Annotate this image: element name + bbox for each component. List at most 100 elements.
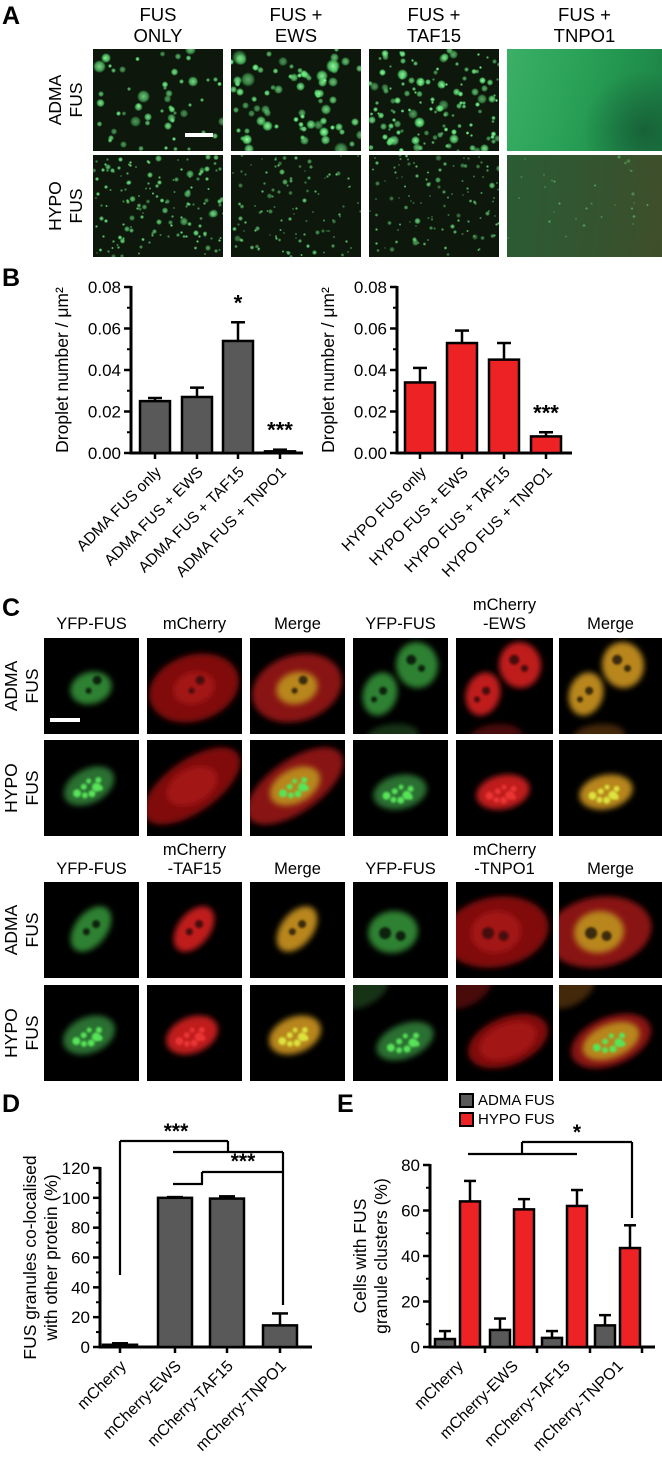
- micrograph-adma-fus-taf15: [369, 49, 499, 151]
- svg-text:80: 80: [71, 1219, 90, 1238]
- svg-text:mCherry-TNPO1: mCherry-TNPO1: [193, 1358, 290, 1455]
- cell-image-hypo-tnpo1-mch: [456, 985, 553, 1081]
- panel-e-label: E: [337, 1090, 354, 1118]
- chart-droplet-number: 0.00 0.02 0.04 0.06 0.08 Droplet number / μm²…: [52, 278, 572, 581]
- cell-image-hypo-taf15-mch: [147, 985, 242, 1081]
- svg-text:40: 40: [401, 1247, 420, 1266]
- micrograph-adma-fus-tnpo1: [507, 49, 662, 151]
- svg-text:40: 40: [71, 1278, 90, 1297]
- chart-colocalisation-and-clusters: 0 20 40 60 80 100 120 FUS granules co-localised…: [20, 1092, 655, 1455]
- micrograph-adma-fus-ews: [231, 49, 361, 151]
- svg-text:80: 80: [401, 1156, 420, 1175]
- svg-text:0.06: 0.06: [88, 320, 121, 339]
- panel-c-row1-label-adma-fus: ADMA FUS: [1, 660, 42, 712]
- panel-c-header-mcherry-ews: mCherry -EWS: [472, 596, 537, 633]
- panel-c-header-mcherry: mCherry: [162, 615, 227, 633]
- panel-c-header-merge: Merge: [587, 615, 634, 633]
- svg-text:mCherry: mCherry: [411, 1358, 466, 1413]
- cell-image-hypo-tnpo1-yfp: [353, 985, 448, 1081]
- cell-image-adma-ews-yfp: [353, 638, 448, 734]
- cell-image-adma-tnpo1-yfp: [353, 882, 448, 978]
- svg-text:0.02: 0.02: [88, 403, 121, 422]
- svg-text:HYPO FUS: HYPO FUS: [478, 1111, 555, 1128]
- panel-c-header-merge: Merge: [274, 615, 321, 633]
- micrograph-adma-fus-only: [93, 49, 223, 151]
- panel-a-row-label-hypo-fus: HYPO FUS: [45, 181, 86, 231]
- svg-text:***: ***: [533, 400, 559, 425]
- cell-image-hypo-taf15-yfp: [44, 985, 139, 1081]
- svg-text:0.04: 0.04: [354, 361, 387, 380]
- panel-b-label: B: [2, 264, 21, 292]
- panel-c-row4-label-hypo-fus: HYPO FUS: [1, 1008, 42, 1058]
- panel-c-header-yfp-fus: YFP-FUS: [56, 615, 127, 633]
- panel-a-row-label-adma-fus: ADMA FUS: [45, 74, 86, 126]
- svg-text:FUS granules co-localised: FUS granules co-localised: [20, 1155, 40, 1359]
- cell-image-hypo-ews-mrg: [559, 740, 662, 836]
- cell-image-adma-ctrl-mrg: [250, 638, 345, 734]
- panel-c-header-yfp-fus: YFP-FUS: [365, 615, 436, 633]
- scale-bar: [185, 133, 213, 137]
- panel-c-header-merge: Merge: [274, 860, 321, 878]
- cell-image-hypo-ctrl-mrg: [250, 740, 345, 836]
- cell-image-adma-taf15-mrg: [250, 882, 345, 978]
- svg-text:0.08: 0.08: [354, 278, 387, 297]
- micrograph-hypo-fus-taf15: [369, 155, 499, 257]
- cell-image-adma-tnpo1-mch: [456, 882, 553, 978]
- panel-c-header-mcherry-tnpo1: mCherry -TNPO1: [472, 841, 537, 878]
- svg-text:granule clusters (%): granule clusters (%): [371, 1178, 391, 1334]
- panel-c-header-yfp-fus: YFP-FUS: [56, 860, 127, 878]
- svg-text:0.08: 0.08: [88, 278, 121, 297]
- svg-text:Cells with FUS: Cells with FUS: [350, 1199, 370, 1314]
- cell-image-adma-ews-mch: [456, 638, 553, 734]
- panel-a-header-fus-tnpo1: FUS + TNPO1: [553, 4, 616, 46]
- svg-text:ADMA FUS: ADMA FUS: [478, 1092, 555, 1109]
- panel-a-header-fus-only: FUS ONLY: [133, 4, 183, 46]
- svg-text:0.00: 0.00: [88, 444, 121, 463]
- svg-text:***: ***: [164, 1120, 189, 1143]
- micrograph-hypo-fus-only: [93, 155, 223, 257]
- svg-text:60: 60: [401, 1202, 420, 1221]
- cell-image-hypo-ews-yfp: [353, 740, 448, 836]
- svg-text:100: 100: [62, 1189, 90, 1208]
- micrograph-hypo-fus-tnpo1: [507, 155, 662, 257]
- panel-d-label: D: [2, 1090, 21, 1118]
- panel-c-header-merge: Merge: [587, 860, 634, 878]
- panel-a-label: A: [2, 2, 21, 30]
- panel-c-row2-label-hypo-fus: HYPO FUS: [1, 763, 42, 813]
- cell-image-adma-ctrl-mch: [147, 638, 242, 734]
- panel-c-row3-label-adma-fus: ADMA FUS: [1, 904, 42, 956]
- svg-text:with other protein (%): with other protein (%): [41, 1174, 61, 1341]
- cell-image-adma-taf15-yfp: [44, 882, 139, 978]
- svg-text:120: 120: [62, 1159, 90, 1178]
- panel-a-header-fus-ews: FUS + EWS: [269, 4, 323, 46]
- cell-image-hypo-ctrl-yfp: [44, 740, 139, 836]
- cell-image-adma-taf15-mch: [147, 882, 242, 978]
- svg-text:20: 20: [401, 1293, 420, 1312]
- svg-text:0.04: 0.04: [88, 361, 121, 380]
- svg-text:Droplet number / μm²: Droplet number / μm²: [318, 287, 338, 453]
- svg-text:*: *: [234, 290, 243, 315]
- svg-text:***: ***: [231, 1150, 256, 1173]
- svg-text:mCherry: mCherry: [74, 1358, 129, 1413]
- svg-text:0.06: 0.06: [354, 320, 387, 339]
- cell-image-hypo-tnpo1-mrg: [559, 985, 662, 1081]
- svg-text:0.02: 0.02: [354, 403, 387, 422]
- panel-c-header-yfp-fus: YFP-FUS: [365, 860, 436, 878]
- micrograph-hypo-fus-ews: [231, 155, 361, 257]
- svg-text:0: 0: [411, 1338, 420, 1357]
- svg-text:***: ***: [267, 418, 293, 443]
- svg-text:0.00: 0.00: [354, 444, 387, 463]
- cell-image-hypo-taf15-mrg: [250, 985, 345, 1081]
- svg-text:mCherry-TNPO1: mCherry-TNPO1: [530, 1358, 627, 1455]
- svg-text:Droplet number / μm²: Droplet number / μm²: [52, 287, 72, 453]
- panel-a-header-fus-taf15: FUS + TAF15: [406, 4, 462, 46]
- cell-image-adma-ews-mrg: [559, 638, 662, 734]
- panel-c-header-mcherry-taf15: mCherry -TAF15: [162, 841, 227, 878]
- cell-image-hypo-ews-mch: [456, 740, 553, 836]
- cell-image-hypo-ctrl-mch: [147, 740, 242, 836]
- svg-text:20: 20: [71, 1308, 90, 1327]
- svg-text:60: 60: [71, 1249, 90, 1268]
- cell-image-adma-ctrl-yfp: [44, 638, 139, 734]
- svg-text:*: *: [573, 1121, 582, 1144]
